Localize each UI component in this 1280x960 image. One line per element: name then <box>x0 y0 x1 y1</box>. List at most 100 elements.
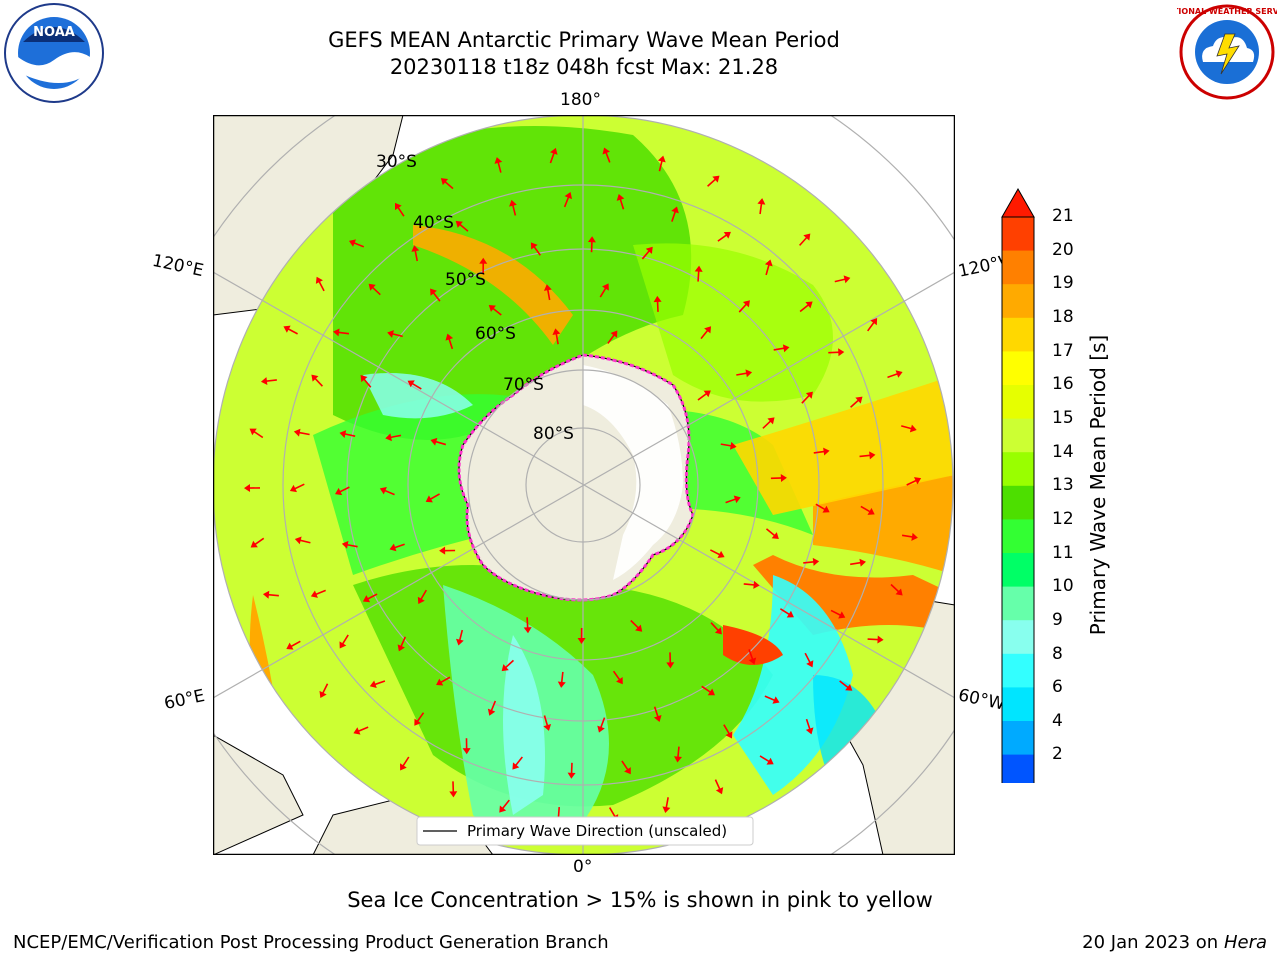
colorbar-tick: 17 <box>1052 341 1074 361</box>
wave-arrow <box>839 680 853 691</box>
wave-arrow <box>612 670 623 685</box>
wave-arrow <box>674 746 682 763</box>
wave-arrow <box>286 640 301 650</box>
colorbar-tick: 18 <box>1052 307 1074 327</box>
wave-arrow <box>368 283 381 296</box>
colorbar-segment <box>1002 284 1034 319</box>
wave-arrow <box>260 377 277 386</box>
colorbar-frame <box>1001 216 1035 783</box>
wave-arrow <box>341 540 358 549</box>
wave-arrow <box>577 627 586 644</box>
lat-label-70: 70°S <box>503 375 544 395</box>
colorbar-tick: 21 <box>1052 206 1074 226</box>
wave-arrow <box>479 257 488 274</box>
colorbar-segment <box>1002 452 1034 487</box>
graticule <box>213 115 955 855</box>
footer-host: Hera <box>1223 932 1267 953</box>
wave-arrow <box>723 724 733 739</box>
colorbar-segment <box>1002 553 1034 588</box>
colorbar-tick: 16 <box>1052 374 1074 394</box>
wave-arrow <box>906 477 922 486</box>
wave-arrow <box>244 484 261 493</box>
wave-arrow <box>262 590 279 599</box>
colorbar-segment <box>1002 351 1034 386</box>
wave-arrow <box>602 147 611 163</box>
wave-arrow <box>830 609 846 619</box>
noaa-logo-text: NOAA <box>33 25 75 40</box>
wave-arrow <box>657 155 666 172</box>
colorbar-tick: 9 <box>1052 610 1063 630</box>
wave-arrow <box>335 486 350 496</box>
colorbar-segment <box>1002 418 1034 453</box>
wave-direction-arrows <box>244 147 922 824</box>
wave-arrow <box>436 676 451 686</box>
colorbar-segment <box>1002 250 1034 285</box>
sea-ice-note: Sea Ice Concentration > 15% is shown in … <box>347 888 933 912</box>
colorbar-segment <box>1002 485 1034 520</box>
wave-arrow <box>501 659 515 672</box>
colorbar-tick: 13 <box>1052 475 1074 495</box>
wave-arrow <box>757 198 766 215</box>
wave-arrow <box>630 619 643 632</box>
map-legend-label: Primary Wave Direction (unscaled) <box>467 822 728 840</box>
wave-arrow <box>764 259 773 276</box>
wave-arrow <box>720 441 737 450</box>
wave-arrow <box>530 242 541 256</box>
wave-arrow <box>430 288 441 302</box>
wave-arrow <box>543 284 552 301</box>
wave-arrow <box>430 437 447 446</box>
wave-arrow <box>815 503 830 513</box>
colorbar-tick: 6 <box>1052 677 1063 697</box>
wave-arrow <box>773 344 790 353</box>
colorbar-tick: 11 <box>1052 543 1074 563</box>
wave-arrow <box>488 305 502 316</box>
colorbar-tick: 15 <box>1052 408 1074 428</box>
wave-arrow <box>439 546 456 555</box>
chart-subtitle: 20230118 t18z 048h fcst Max: 21.28 <box>389 55 779 79</box>
wave-arrow <box>289 483 305 493</box>
wave-arrow <box>395 202 405 217</box>
wave-arrow <box>828 348 845 357</box>
wave-arrow <box>445 333 454 350</box>
wave-arrow <box>717 231 731 242</box>
colorbar-segment <box>1002 217 1034 252</box>
colorbar-segment <box>1002 653 1034 688</box>
wave-arrow <box>707 175 720 187</box>
colorbar-segment <box>1002 687 1034 722</box>
noaa-logo: NOAA <box>4 3 104 103</box>
colorbar-segment <box>1002 586 1034 621</box>
wave-arrow <box>725 495 741 504</box>
wave-arrow <box>379 487 395 496</box>
colorbar-tick: 2 <box>1052 744 1063 764</box>
lon-label-bottom: 0° <box>573 857 593 877</box>
wave-arrow <box>860 505 875 515</box>
wave-arrow <box>799 233 811 246</box>
wave-arrow <box>387 330 403 338</box>
wave-arrow <box>653 295 662 312</box>
wave-arrow <box>369 680 386 689</box>
wave-arrow <box>762 417 775 429</box>
wave-arrow <box>487 700 497 716</box>
footer-date: 20 Jan 2023 on Hera <box>1082 932 1267 953</box>
wave-arrow <box>311 374 324 387</box>
wave-arrow <box>250 537 265 548</box>
wave-arrow <box>333 328 350 337</box>
wave-arrow <box>494 157 503 173</box>
wave-arrow <box>850 558 866 567</box>
colorbar-segment <box>1002 317 1034 352</box>
wave-arrow <box>813 447 830 456</box>
wave-arrow <box>339 634 349 649</box>
colorbar-label: Primary Wave Mean Period [s] <box>1086 334 1110 636</box>
wave-arrow <box>543 715 552 731</box>
wave-arrow <box>901 532 918 541</box>
wave-arrow <box>799 301 813 313</box>
lat-label-30: 30°S <box>376 152 417 172</box>
wave-arrow <box>360 374 372 388</box>
wave-arrow <box>549 147 558 164</box>
wave-arrow <box>249 428 264 439</box>
wave-arrow <box>315 276 325 292</box>
colorbar-tick: 19 <box>1052 273 1074 293</box>
wave-arrow <box>587 236 596 253</box>
wave-arrow <box>400 756 410 771</box>
wave-arrow <box>901 424 917 433</box>
